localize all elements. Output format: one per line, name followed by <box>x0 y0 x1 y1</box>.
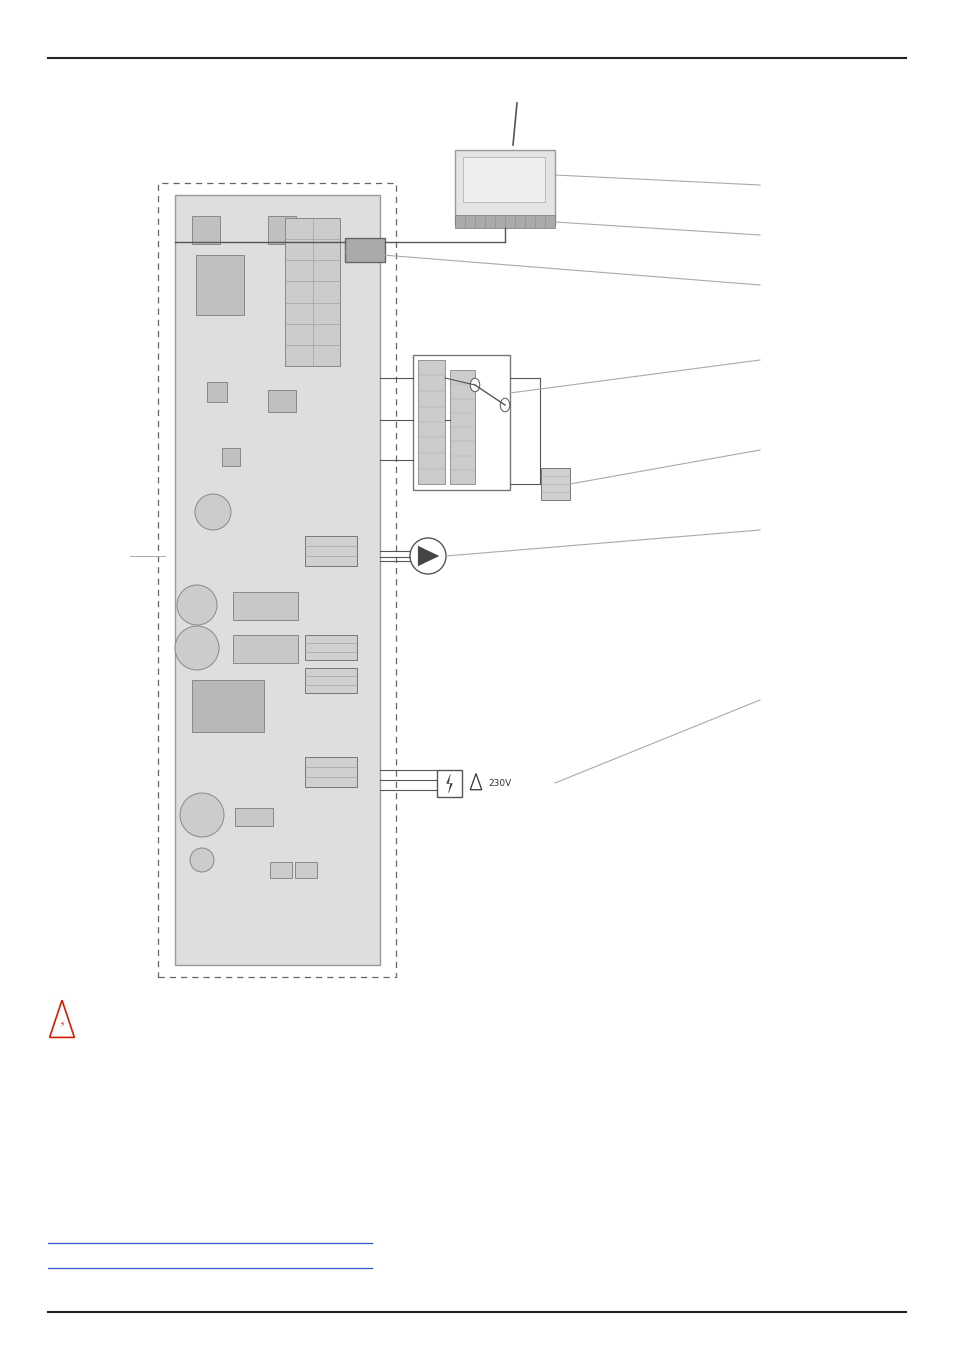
Polygon shape <box>446 774 452 792</box>
Bar <box>305 634 356 660</box>
Bar <box>417 360 444 485</box>
Ellipse shape <box>174 626 219 670</box>
Bar <box>158 184 395 977</box>
Text: 230V: 230V <box>488 779 511 787</box>
Polygon shape <box>417 547 438 566</box>
Bar <box>207 382 227 402</box>
Bar <box>305 757 356 787</box>
Bar <box>195 255 244 315</box>
Bar <box>268 216 295 244</box>
Ellipse shape <box>410 539 446 574</box>
Bar <box>233 634 297 663</box>
Bar <box>305 536 356 566</box>
Bar <box>222 448 240 466</box>
Bar <box>462 157 544 202</box>
Bar <box>268 390 295 412</box>
Bar <box>305 668 356 693</box>
Bar <box>192 216 220 244</box>
Bar <box>233 593 297 620</box>
Bar <box>413 355 510 490</box>
Ellipse shape <box>190 848 213 872</box>
Bar <box>192 680 264 732</box>
Bar <box>294 863 316 878</box>
Bar <box>540 468 569 500</box>
Bar <box>285 217 339 366</box>
Bar <box>345 238 385 262</box>
Bar <box>436 769 461 796</box>
Bar <box>455 150 555 225</box>
Bar <box>450 370 475 485</box>
Text: ⚡: ⚡ <box>59 1019 65 1029</box>
Circle shape <box>499 398 509 412</box>
Ellipse shape <box>180 792 224 837</box>
Bar <box>270 863 292 878</box>
Circle shape <box>470 378 479 392</box>
Ellipse shape <box>194 494 231 531</box>
Bar <box>174 194 379 965</box>
Bar <box>455 215 555 228</box>
Ellipse shape <box>177 585 216 625</box>
Bar <box>234 809 273 826</box>
